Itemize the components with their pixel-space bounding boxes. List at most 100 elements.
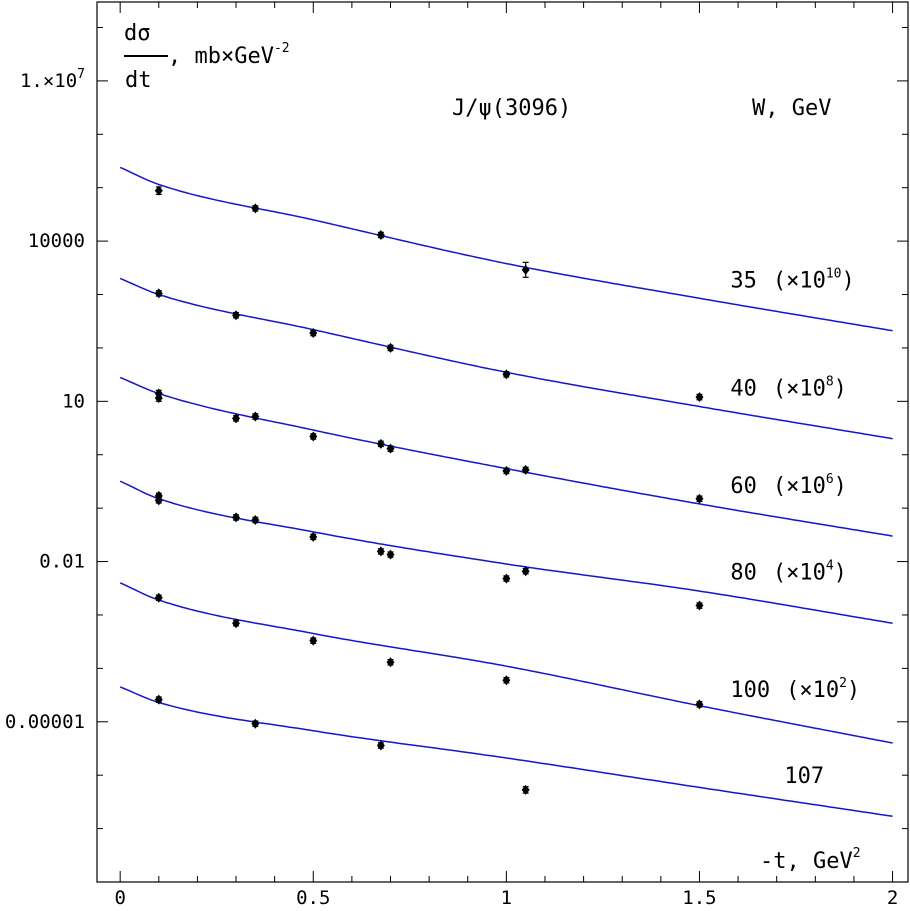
y-tick-labels: 1.×107 10000 10 0.01 0.00001 xyxy=(5,67,85,733)
data-point xyxy=(251,203,260,214)
series-label-factor-exponent: 4 xyxy=(826,559,834,574)
legend-title: W, GeV xyxy=(752,96,831,121)
data-point xyxy=(386,657,395,668)
series-label-factor: (×10 xyxy=(773,268,826,293)
x-axis-label-exponent: 2 xyxy=(853,846,861,861)
data-point xyxy=(695,493,704,504)
data-point xyxy=(309,635,318,646)
data-point xyxy=(502,369,511,380)
data-point xyxy=(502,573,511,584)
data-point xyxy=(521,784,530,795)
series-label-close-paren: ) xyxy=(834,377,847,402)
y-axis-label-numerator: dσ xyxy=(124,21,151,46)
data-point xyxy=(154,694,163,705)
series-label-factor-exponent: 2 xyxy=(839,676,847,691)
series-label: 107 xyxy=(784,764,824,789)
y-tick-label: 10000 xyxy=(28,230,85,252)
data-point xyxy=(309,531,318,542)
data-point xyxy=(251,514,260,525)
series-label-w: 35 xyxy=(730,268,757,293)
x-tick-labels: 0 0.5 1 1.5 2 xyxy=(114,887,898,909)
y-tick-mantissa: 1.×10 xyxy=(20,70,77,92)
data-point xyxy=(309,328,318,339)
data-point xyxy=(695,600,704,611)
series-label: 100 (×102) xyxy=(730,676,860,703)
x-axis-label-text: -t, GeV xyxy=(760,849,853,874)
series-label-w: 100 xyxy=(730,678,770,703)
y-axis-label-units: , mb×GeV-2 xyxy=(168,41,290,69)
data-points xyxy=(154,185,704,795)
series-label-w: 60 xyxy=(730,474,757,499)
y-axis-label: dσ dt , mb×GeV-2 xyxy=(124,21,290,93)
series-label-close-paren: ) xyxy=(834,474,847,499)
data-point xyxy=(232,618,241,629)
y-tick-mantissa: 0.01 xyxy=(39,551,85,573)
data-point xyxy=(386,549,395,560)
data-point xyxy=(154,393,163,404)
series-label: 35 (×1010) xyxy=(730,266,854,293)
series-label-factor-exponent: 10 xyxy=(826,266,842,281)
series-label: 60 (×106) xyxy=(730,472,847,499)
y-tick-label: 10 xyxy=(62,390,85,412)
y-axis-units-text: , mb×GeV xyxy=(168,44,274,69)
x-tick-label: 2 xyxy=(887,887,898,909)
series-label-w: 107 xyxy=(784,764,824,789)
series-label-factor: (×10 xyxy=(773,377,826,402)
x-tick-label: 0 xyxy=(114,887,125,909)
data-point xyxy=(232,413,241,424)
data-point xyxy=(232,512,241,523)
y-tick-mantissa: 10000 xyxy=(28,230,85,252)
data-point xyxy=(521,566,530,577)
y-tick-mantissa: 0.00001 xyxy=(5,711,85,733)
data-point xyxy=(695,392,704,403)
data-point xyxy=(502,465,511,476)
y-tick-mantissa: 10 xyxy=(62,390,85,412)
data-point xyxy=(376,438,385,449)
data-point xyxy=(521,464,530,475)
series-label-w: 40 xyxy=(730,377,757,402)
y-tick-label: 0.00001 xyxy=(5,711,85,733)
series-label-factor: (×10 xyxy=(786,678,839,703)
data-point xyxy=(376,546,385,557)
series-label-factor-exponent: 6 xyxy=(826,472,834,487)
series-labels: 35 (×1010)40 (×108)60 (×106)80 (×104)100 (×10… xyxy=(730,266,860,789)
y-axis-label-denominator: dt xyxy=(125,68,152,93)
series-label-w: 80 xyxy=(730,561,757,586)
data-point xyxy=(502,675,511,686)
series-label: 80 (×104) xyxy=(730,559,847,586)
x-tick-label: 1.5 xyxy=(682,887,716,909)
chart-title: J/ψ(3096) xyxy=(452,96,571,121)
plot-frame xyxy=(96,1,909,883)
data-point xyxy=(386,443,395,454)
series-label-factor: (×10 xyxy=(773,474,826,499)
data-point xyxy=(251,718,260,729)
data-point xyxy=(376,740,385,751)
y-axis-units-exponent: -2 xyxy=(274,41,290,56)
fit-curve xyxy=(119,582,893,744)
data-point xyxy=(251,411,260,422)
data-point xyxy=(376,230,385,241)
data-point xyxy=(309,431,318,442)
fit-curve xyxy=(119,480,893,624)
data-point xyxy=(695,699,704,710)
series-label-close-paren: ) xyxy=(834,561,847,586)
series-label-factor: (×10 xyxy=(773,561,826,586)
y-tick-label: 0.01 xyxy=(39,551,85,573)
series-label-close-paren: ) xyxy=(841,268,854,293)
data-point xyxy=(154,185,163,196)
series-label: 40 (×108) xyxy=(730,375,847,402)
fit-curve xyxy=(119,166,893,332)
data-point xyxy=(154,288,163,299)
data-point xyxy=(154,592,163,603)
x-tick-label: 1 xyxy=(501,887,512,909)
x-tick-label: 0.5 xyxy=(296,887,330,909)
data-point xyxy=(232,310,241,321)
series-label-factor-exponent: 8 xyxy=(826,375,834,390)
axis-ticks xyxy=(97,2,908,883)
series-label-close-paren: ) xyxy=(847,678,860,703)
fit-curve xyxy=(119,686,893,818)
y-tick-exponent: 7 xyxy=(77,67,85,82)
data-point xyxy=(386,342,395,353)
x-axis-label: -t, GeV2 xyxy=(760,846,861,874)
